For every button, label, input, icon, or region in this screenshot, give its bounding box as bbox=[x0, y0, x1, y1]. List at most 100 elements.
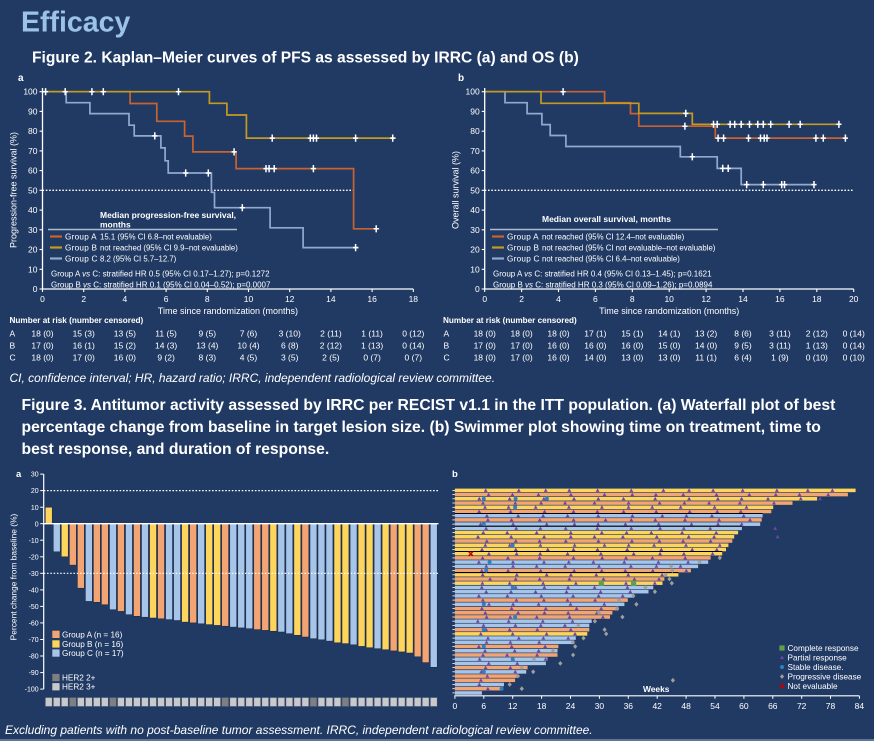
svg-text:A: A bbox=[444, 329, 450, 339]
svg-text:7 (6): 7 (6) bbox=[240, 329, 258, 339]
svg-text:17 (0): 17 (0) bbox=[510, 341, 532, 351]
svg-text:48: 48 bbox=[681, 701, 691, 711]
svg-text:30: 30 bbox=[28, 225, 38, 235]
svg-text:9 (5): 9 (5) bbox=[734, 341, 752, 351]
svg-text:-30: -30 bbox=[29, 571, 39, 578]
svg-text:60: 60 bbox=[739, 701, 749, 711]
svg-text:40: 40 bbox=[28, 205, 38, 215]
svg-text:54: 54 bbox=[710, 701, 720, 711]
svg-text:42: 42 bbox=[652, 701, 662, 711]
svg-text:60: 60 bbox=[470, 166, 480, 176]
svg-text:24: 24 bbox=[566, 701, 576, 711]
svg-text:HER2 3+: HER2 3+ bbox=[62, 683, 96, 692]
svg-text:4: 4 bbox=[556, 294, 561, 304]
svg-text:15 (1): 15 (1) bbox=[621, 329, 643, 339]
svg-text:1 (13): 1 (13) bbox=[361, 341, 383, 351]
svg-text:-50: -50 bbox=[29, 604, 39, 611]
svg-text:18: 18 bbox=[537, 701, 547, 711]
svg-text:Time since randomization (mont: Time since randomization (months) bbox=[599, 306, 739, 316]
svg-text:9 (2): 9 (2) bbox=[157, 353, 175, 363]
svg-text:20: 20 bbox=[31, 488, 39, 495]
svg-text:14: 14 bbox=[738, 294, 748, 304]
svg-text:10 (4): 10 (4) bbox=[237, 341, 259, 351]
svg-text:0 (14): 0 (14) bbox=[843, 329, 865, 339]
svg-text:16: 16 bbox=[367, 294, 377, 304]
svg-text:2 (12): 2 (12) bbox=[320, 341, 342, 351]
svg-text:B: B bbox=[444, 341, 450, 351]
svg-text:9 (5): 9 (5) bbox=[199, 329, 217, 339]
svg-text:Overall survival (%): Overall survival (%) bbox=[451, 151, 461, 229]
svg-text:11 (1): 11 (1) bbox=[695, 353, 717, 363]
svg-text:13 (4): 13 (4) bbox=[196, 341, 218, 351]
svg-text:2: 2 bbox=[519, 294, 524, 304]
svg-text:1 (9): 1 (9) bbox=[771, 353, 789, 363]
svg-text:80: 80 bbox=[470, 126, 480, 136]
svg-text:14: 14 bbox=[326, 294, 336, 304]
svg-text:20: 20 bbox=[849, 294, 859, 304]
svg-text:Group A (n = 16): Group A (n = 16) bbox=[62, 630, 123, 639]
svg-text:Progressive disease: Progressive disease bbox=[788, 673, 862, 682]
svg-text:8 (6): 8 (6) bbox=[734, 329, 752, 339]
svg-text:1 (13): 1 (13) bbox=[806, 341, 828, 351]
svg-text:Number at risk (number censore: Number at risk (number censored) bbox=[443, 316, 577, 325]
svg-text:Group B vs C: stratified HR 0.: Group B vs C: stratified HR 0.3 (95% CI … bbox=[493, 281, 713, 290]
svg-text:Progression-free survival (%): Progression-free survival (%) bbox=[9, 132, 19, 248]
svg-text:HER2 2+: HER2 2+ bbox=[62, 674, 96, 683]
svg-text:Number at risk (number censore: Number at risk (number censored) bbox=[10, 316, 144, 325]
svg-text:6 (8): 6 (8) bbox=[281, 341, 299, 351]
svg-text:-60: -60 bbox=[29, 621, 39, 628]
svg-text:20: 20 bbox=[28, 245, 38, 255]
svg-text:6 (4): 6 (4) bbox=[734, 353, 752, 363]
svg-text:0 (10): 0 (10) bbox=[843, 353, 865, 363]
svg-text:percentage change from baselin: percentage change from baseline in targe… bbox=[22, 419, 821, 436]
svg-text:100: 100 bbox=[23, 87, 37, 97]
svg-text:16: 16 bbox=[775, 294, 785, 304]
svg-text:2 (12): 2 (12) bbox=[806, 329, 828, 339]
svg-text:0: 0 bbox=[35, 521, 39, 528]
svg-text:6: 6 bbox=[164, 294, 169, 304]
svg-text:18 (0): 18 (0) bbox=[474, 329, 496, 339]
svg-text:0: 0 bbox=[453, 701, 458, 711]
svg-text:1 (11): 1 (11) bbox=[361, 329, 383, 339]
svg-text:16 (0): 16 (0) bbox=[621, 341, 643, 351]
svg-text:Stable disease.: Stable disease. bbox=[788, 663, 844, 672]
svg-text:18 (0): 18 (0) bbox=[31, 353, 53, 363]
svg-text:30: 30 bbox=[595, 701, 605, 711]
svg-text:10: 10 bbox=[28, 264, 38, 274]
svg-text:11 (5): 11 (5) bbox=[155, 329, 177, 339]
svg-text:15 (2): 15 (2) bbox=[114, 341, 136, 351]
svg-text:-90: -90 bbox=[29, 670, 39, 677]
svg-text:CI, confidence interval; HR, h: CI, confidence interval; HR, hazard rati… bbox=[10, 371, 496, 385]
svg-text:20: 20 bbox=[470, 245, 480, 255]
svg-text:17 (0): 17 (0) bbox=[73, 353, 95, 363]
svg-text:13 (0): 13 (0) bbox=[658, 353, 680, 363]
svg-text:Excluding patients with no pos: Excluding patients with no post-baseline… bbox=[5, 723, 593, 737]
svg-text:b: b bbox=[452, 469, 458, 480]
svg-text:3 (11): 3 (11) bbox=[769, 341, 791, 351]
svg-text:4: 4 bbox=[123, 294, 128, 304]
svg-text:0 (7): 0 (7) bbox=[363, 353, 381, 363]
svg-text:14 (1): 14 (1) bbox=[658, 329, 680, 339]
svg-text:40: 40 bbox=[470, 205, 480, 215]
svg-text:18 (0): 18 (0) bbox=[31, 329, 53, 339]
svg-text:Partial response: Partial response bbox=[788, 654, 848, 663]
svg-text:3 (10): 3 (10) bbox=[279, 329, 301, 339]
svg-text:Figure 2. Kaplan–Meier curves: Figure 2. Kaplan–Meier curves of PFS as … bbox=[32, 50, 579, 67]
svg-text:80: 80 bbox=[28, 126, 38, 136]
svg-text:Median overall survival, month: Median overall survival, months bbox=[542, 214, 671, 224]
svg-text:C: C bbox=[444, 353, 450, 363]
svg-text:30: 30 bbox=[31, 472, 39, 479]
svg-text:Group C (n = 17): Group C (n = 17) bbox=[62, 649, 124, 658]
svg-text:a: a bbox=[16, 469, 22, 480]
svg-text:6: 6 bbox=[481, 701, 486, 711]
svg-text:best response, and duration of: best response, and duration of response. bbox=[22, 441, 330, 458]
svg-text:a: a bbox=[18, 73, 24, 84]
svg-text:16 (0): 16 (0) bbox=[114, 353, 136, 363]
svg-text:C: C bbox=[10, 353, 16, 363]
svg-text:17 (0): 17 (0) bbox=[474, 341, 496, 351]
svg-text:15 (0): 15 (0) bbox=[658, 341, 680, 351]
svg-text:90: 90 bbox=[470, 106, 480, 116]
svg-text:17 (1): 17 (1) bbox=[584, 329, 606, 339]
svg-text:72: 72 bbox=[797, 701, 807, 711]
svg-text:3 (5): 3 (5) bbox=[281, 353, 299, 363]
